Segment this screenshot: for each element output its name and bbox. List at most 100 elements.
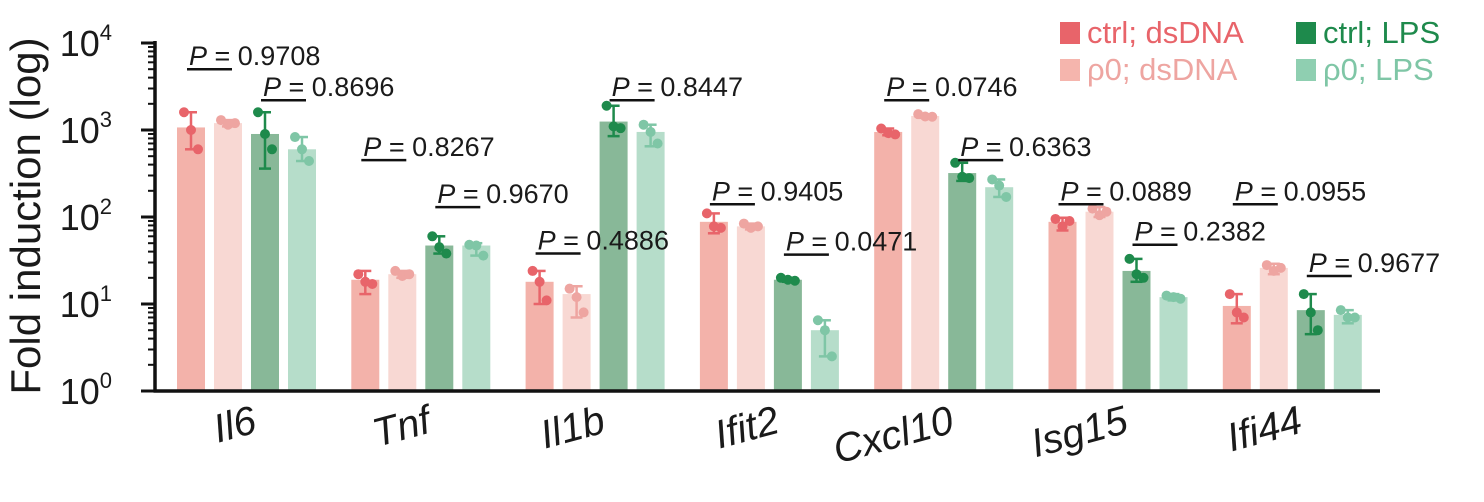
data-point (1124, 253, 1135, 264)
bar-ifi44-series-3 (1333, 314, 1362, 391)
p-value-label: P = 0.0889 (1061, 176, 1192, 206)
data-point (578, 307, 589, 318)
y-tick-exponent: 2 (100, 194, 112, 219)
legend-swatch-series-2 (1296, 22, 1316, 44)
y-tick-base: 10 (60, 110, 100, 151)
p-value-label: P = 0.4886 (538, 226, 669, 256)
bar-ifit2-series-1 (736, 226, 765, 391)
data-point (253, 107, 263, 118)
data-point (920, 111, 931, 122)
bar-isg15-series-2 (1122, 270, 1151, 391)
data-point (1057, 221, 1068, 232)
data-point (1298, 289, 1309, 300)
data-point (571, 292, 582, 303)
data-point (789, 275, 800, 286)
bar-cxcl10-series-1 (911, 115, 940, 391)
data-point (471, 240, 482, 251)
y-tick-exponent: 3 (100, 107, 112, 132)
data-point (950, 157, 961, 168)
data-point (638, 119, 649, 130)
y-tick-exponent: 4 (100, 20, 112, 45)
data-point (390, 265, 401, 276)
data-point (1305, 307, 1316, 318)
bar-ifit2-series-2 (773, 279, 802, 391)
data-point (1175, 293, 1186, 304)
p-value-number: = 0.4886 (556, 226, 669, 256)
data-point (819, 325, 830, 336)
data-point (1261, 260, 1272, 271)
bar-cxcl10-series-2 (948, 173, 977, 391)
p-value-symbol: P (437, 179, 455, 209)
data-point (434, 242, 445, 253)
data-point (1064, 215, 1075, 226)
data-point (441, 248, 452, 259)
data-point (987, 174, 998, 185)
y-tick-base: 10 (60, 284, 100, 325)
x-tick-label-il1b: Il1b (536, 398, 610, 457)
bar-isg15-series-1 (1085, 211, 1114, 391)
p-value-symbol: P (786, 227, 804, 257)
p-value-number: = 0.0471 (804, 227, 917, 257)
data-point (1001, 191, 1012, 202)
data-point (701, 208, 712, 219)
data-point (1342, 312, 1353, 323)
data-point (353, 269, 364, 280)
y-tick-base: 10 (60, 197, 100, 238)
p-value-symbol: P (1061, 176, 1079, 206)
data-point (367, 278, 378, 289)
data-point (527, 265, 538, 276)
p-value-number: = 0.2382 (1153, 217, 1266, 247)
data-point (290, 132, 300, 143)
p-value-label: P = 0.9405 (712, 176, 843, 206)
y-tick-exponent: 1 (100, 281, 112, 306)
p-value-label: P = 0.9670 (437, 179, 568, 209)
y-tick-label: 101 (60, 281, 112, 325)
data-point (1275, 262, 1286, 273)
data-point (267, 144, 277, 155)
bars-layer (177, 100, 1362, 392)
y-tick-exponent: 0 (100, 368, 112, 393)
data-point (715, 222, 726, 233)
data-point (615, 123, 626, 134)
p-value-symbol: P (363, 132, 381, 162)
p-value-number: = 0.0746 (904, 72, 1017, 102)
data-point (1087, 203, 1098, 214)
p-value-number: = 0.8447 (630, 72, 743, 102)
bar-cxcl10-series-0 (874, 131, 903, 391)
p-value-symbol: P (1135, 217, 1153, 247)
data-point (193, 144, 203, 155)
data-point (230, 118, 240, 129)
data-point (964, 173, 975, 184)
p-value-number: = 0.9670 (455, 179, 568, 209)
p-value-number: = 0.0889 (1079, 176, 1192, 206)
data-point (1238, 312, 1249, 323)
legend-swatch-series-0 (1060, 22, 1080, 44)
p-value-label: P = 0.0955 (1235, 176, 1366, 206)
legend-label-series-1: ρ0; dsDNA (1087, 52, 1238, 87)
p-value-label: P = 0.0471 (786, 227, 917, 257)
legend-label-series-3: ρ0; LPS (1323, 52, 1434, 87)
bar-tnf-series-2 (425, 245, 454, 391)
p-value-label: P = 0.8447 (612, 72, 743, 102)
p-value-label: P = 0.2382 (1135, 217, 1266, 247)
bar-tnf-series-3 (462, 245, 491, 391)
data-point (1101, 206, 1112, 217)
legend-swatch-series-1 (1060, 59, 1080, 81)
y-axis-label: Fold induction (log) (2, 37, 49, 394)
y-tick-label: 104 (60, 20, 112, 64)
p-value-label: P = 0.9677 (1309, 248, 1440, 278)
y-tick-base: 10 (60, 23, 100, 64)
p-value-symbol: P (263, 72, 281, 102)
bar-ifi44-series-1 (1259, 267, 1288, 391)
bar-il6-series-3 (288, 149, 316, 391)
bar-tnf-series-0 (351, 279, 380, 391)
p-value-number: = 0.6363 (978, 132, 1091, 162)
p-value-label: P = 0.9708 (189, 41, 320, 71)
p-value-symbol: P (1235, 176, 1253, 206)
data-point (260, 128, 270, 139)
data-point (1312, 325, 1323, 336)
bar-ifit2-series-0 (699, 221, 728, 391)
x-tick-label-tnf: Tnf (368, 397, 439, 455)
